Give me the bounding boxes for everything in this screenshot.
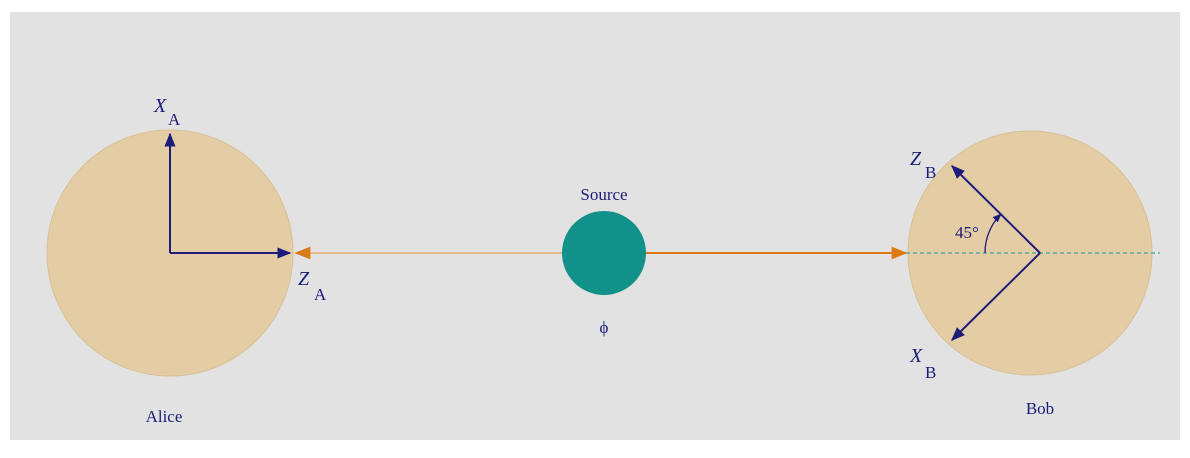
bob-z-subscript: B: [925, 163, 936, 182]
angle-arc: [984, 213, 1002, 254]
alice-z-symbol: Z: [298, 268, 310, 290]
bob-z-symbol: Z: [910, 148, 922, 170]
alice-x-subscript: A: [168, 110, 181, 129]
source-state: ϕ: [600, 318, 609, 337]
alice-label: Alice: [146, 407, 183, 426]
bob-x-symbol: X: [909, 345, 923, 367]
alice-z-subscript: A: [314, 285, 327, 304]
alice-x-symbol: X: [153, 95, 167, 117]
source-disc: [562, 211, 646, 295]
bob-z-axis: [951, 165, 1041, 254]
bob-label: Bob: [1026, 399, 1054, 418]
bob-x-subscript: B: [925, 363, 936, 382]
source-label: Source: [580, 185, 627, 204]
bob-x-axis: [951, 252, 1041, 341]
angle-label: 45°: [955, 223, 979, 242]
